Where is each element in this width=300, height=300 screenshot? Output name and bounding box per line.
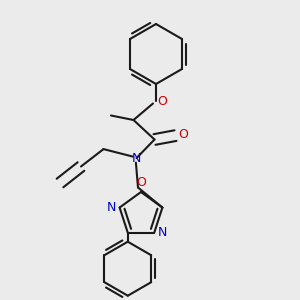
Text: N: N	[106, 201, 116, 214]
Text: N: N	[132, 152, 141, 165]
Text: O: O	[136, 176, 146, 189]
Text: O: O	[178, 128, 188, 142]
Text: N: N	[158, 226, 167, 239]
Text: O: O	[158, 94, 167, 108]
